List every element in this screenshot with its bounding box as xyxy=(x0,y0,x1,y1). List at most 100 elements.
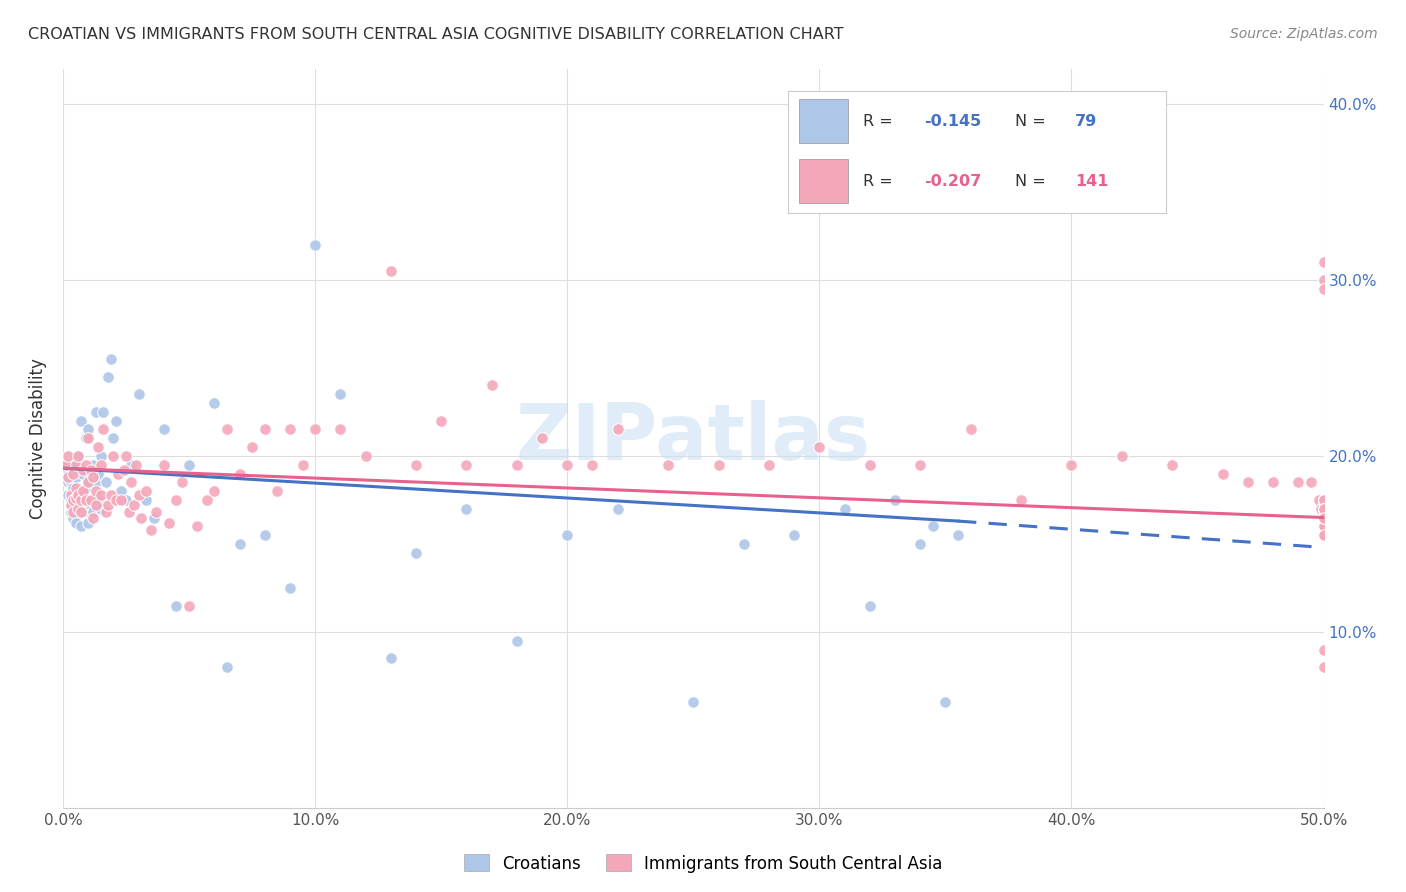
Point xyxy=(59,492,82,507)
Point xyxy=(104,492,127,507)
Point xyxy=(72,467,94,481)
Point xyxy=(67,484,90,499)
Point xyxy=(145,505,167,519)
Point xyxy=(278,581,301,595)
Point xyxy=(67,449,90,463)
Point xyxy=(329,422,352,436)
Point xyxy=(90,488,112,502)
Point xyxy=(1286,475,1309,490)
Point xyxy=(103,449,125,463)
Point xyxy=(142,510,165,524)
Point xyxy=(1312,510,1334,524)
Point xyxy=(69,519,91,533)
Point xyxy=(253,422,276,436)
Point xyxy=(65,470,87,484)
Point xyxy=(354,449,377,463)
Point xyxy=(59,488,82,502)
Point xyxy=(215,422,238,436)
Point xyxy=(59,475,82,490)
Point xyxy=(59,498,82,512)
Point xyxy=(884,492,907,507)
Point xyxy=(1312,510,1334,524)
Point xyxy=(69,488,91,502)
Point xyxy=(808,440,831,454)
Point xyxy=(107,492,129,507)
Point xyxy=(115,492,138,507)
Point xyxy=(1312,519,1334,533)
Point xyxy=(56,470,79,484)
Point xyxy=(94,505,117,519)
Point xyxy=(62,481,84,495)
Point xyxy=(84,484,107,499)
Point xyxy=(56,463,79,477)
Point xyxy=(69,505,91,519)
Point xyxy=(69,414,91,428)
Point xyxy=(1312,501,1334,516)
Point xyxy=(80,467,103,481)
Point xyxy=(682,695,704,709)
Point xyxy=(1312,510,1334,524)
Point xyxy=(202,484,225,499)
Point xyxy=(1312,501,1334,516)
Point xyxy=(1299,475,1322,490)
Point xyxy=(1312,510,1334,524)
Point xyxy=(55,458,77,472)
Point xyxy=(959,422,981,436)
Point xyxy=(1010,492,1032,507)
Point xyxy=(75,481,97,495)
Point xyxy=(1312,510,1334,524)
Point xyxy=(153,458,176,472)
Point xyxy=(834,501,856,516)
Point xyxy=(87,467,110,481)
Point xyxy=(90,458,112,472)
Point xyxy=(67,501,90,516)
Point xyxy=(56,488,79,502)
Point xyxy=(90,501,112,516)
Point xyxy=(84,498,107,512)
Point xyxy=(72,484,94,499)
Point xyxy=(97,369,120,384)
Point xyxy=(304,237,326,252)
Point xyxy=(253,528,276,542)
Point xyxy=(77,475,100,490)
Point xyxy=(908,537,931,551)
Point xyxy=(266,484,288,499)
Point xyxy=(380,264,402,278)
Point xyxy=(1111,449,1133,463)
Point xyxy=(606,422,628,436)
Point xyxy=(75,492,97,507)
Point xyxy=(62,492,84,507)
Point xyxy=(456,501,478,516)
Point xyxy=(65,458,87,472)
Point xyxy=(128,387,150,401)
Point xyxy=(84,405,107,419)
Point xyxy=(82,458,104,472)
Point xyxy=(62,467,84,481)
Point xyxy=(1312,510,1334,524)
Point xyxy=(120,458,142,472)
Point xyxy=(59,498,82,512)
Point xyxy=(77,475,100,490)
Point xyxy=(1312,510,1334,524)
Point xyxy=(72,491,94,505)
Point xyxy=(304,422,326,436)
Point xyxy=(1312,255,1334,269)
Point xyxy=(77,422,100,436)
Point xyxy=(1312,528,1334,542)
Point xyxy=(1312,273,1334,287)
Point xyxy=(606,501,628,516)
Point xyxy=(1312,510,1334,524)
Point xyxy=(67,498,90,512)
Point xyxy=(1312,510,1334,524)
Point xyxy=(921,519,943,533)
Point xyxy=(129,510,152,524)
Point xyxy=(758,458,780,472)
Point xyxy=(77,516,100,530)
Point xyxy=(506,458,529,472)
Point xyxy=(1312,501,1334,516)
Point xyxy=(1312,492,1334,507)
Point xyxy=(405,546,427,560)
Point xyxy=(94,475,117,490)
Point xyxy=(1312,492,1334,507)
Point xyxy=(93,405,115,419)
